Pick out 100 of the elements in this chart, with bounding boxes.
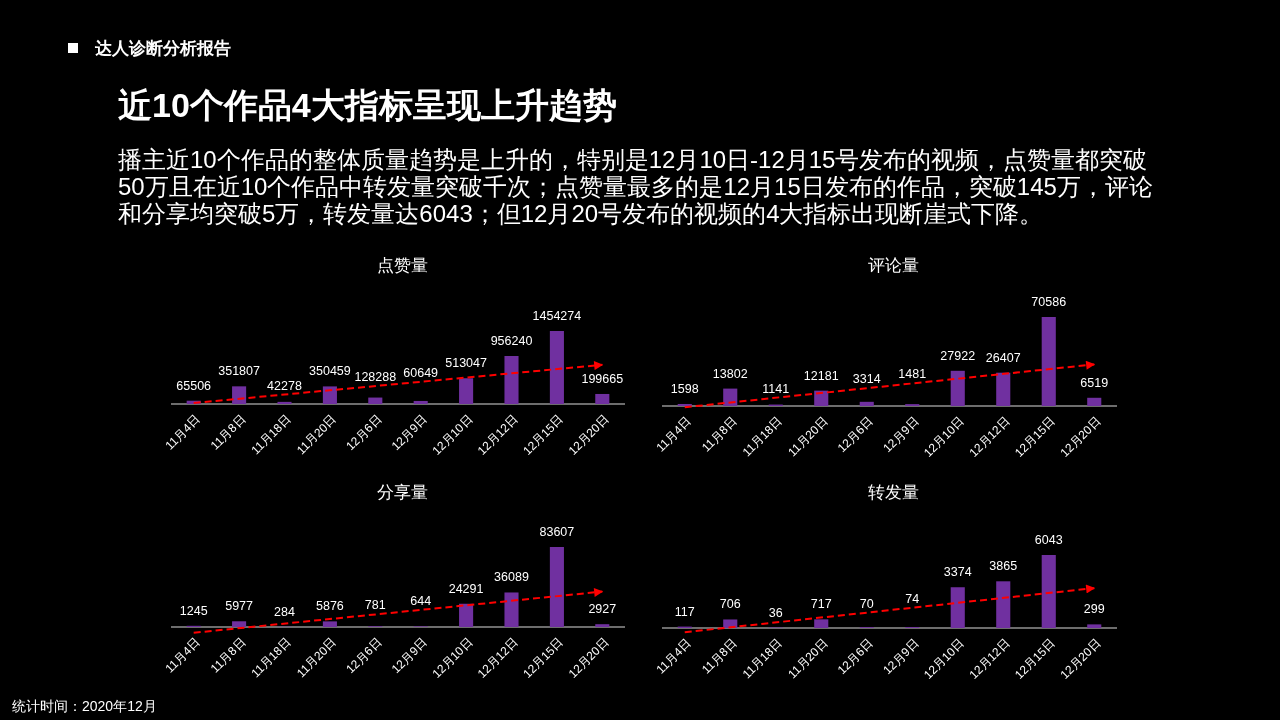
text: 统计时间：2020年12月 (12, 698, 157, 714)
x-tick-label: 11月8日 (207, 635, 249, 676)
data-label: 70586 (1031, 295, 1067, 309)
x-tick-label: 11月8日 (698, 636, 740, 677)
bar (413, 400, 428, 404)
bar (1087, 624, 1102, 628)
data-label: 706 (719, 597, 741, 612)
chart-title: 点赞量 (376, 256, 428, 275)
data-label: 36089 (494, 570, 529, 585)
data-label: 12181 (803, 368, 839, 383)
x-tick-label: 12月20日 (1057, 636, 1104, 682)
data-label: 3374 (943, 565, 972, 580)
chart-title: 分享量 (376, 483, 428, 502)
bar (322, 386, 337, 404)
data-label: 6519 (1080, 375, 1109, 390)
text: 近10个作品4大指标呈现上升趋势 (118, 86, 617, 124)
bar (549, 547, 564, 627)
x-tick-label: 12月9日 (388, 635, 430, 677)
x-tick-label: 12月12日 (474, 412, 521, 458)
data-label: 26407 (985, 350, 1021, 365)
data-label: 1245 (179, 603, 208, 618)
bar (1041, 555, 1056, 628)
data-label: 70 (859, 596, 874, 611)
data-label: 42278 (267, 378, 302, 393)
x-tick-label: 11月4日 (653, 636, 694, 677)
x-tick-label: 12月15日 (520, 635, 566, 681)
x-tick-label: 12月15日 (520, 412, 566, 458)
data-label: 351807 (218, 364, 260, 379)
data-label: 6043 (1034, 533, 1063, 547)
bar (950, 587, 965, 628)
data-label: 717 (810, 597, 832, 612)
bar (996, 581, 1011, 628)
data-label: 74 (905, 591, 920, 606)
x-tick-label: 12月9日 (388, 412, 430, 454)
x-tick-label: 12月12日 (966, 636, 1013, 682)
x-tick-label: 12月20日 (565, 635, 612, 681)
x-tick-label: 12月9日 (880, 636, 922, 678)
bar (723, 388, 738, 406)
bar (459, 603, 474, 627)
bar (368, 397, 383, 404)
data-label: 2927 (588, 602, 617, 617)
data-label: 3314 (852, 372, 881, 387)
data-label: 27922 (940, 348, 976, 363)
chart-title: 评论量 (868, 256, 919, 275)
data-label: 299 (1083, 602, 1105, 617)
data-label: 24291 (448, 581, 484, 596)
x-tick-label: 11月4日 (162, 635, 203, 676)
x-tick-label: 11月4日 (162, 412, 203, 453)
x-tick-label: 12月12日 (474, 635, 521, 681)
x-tick-label: 12月6日 (343, 635, 385, 677)
data-label: 956240 (490, 334, 533, 348)
data-label: 117 (674, 604, 695, 619)
x-tick-label: 12月10日 (921, 414, 967, 460)
x-tick-label: 12月10日 (921, 636, 967, 682)
x-tick-label: 12月15日 (1012, 636, 1058, 682)
bar (814, 619, 829, 628)
x-tick-label: 11月18日 (248, 412, 294, 458)
x-tick-label: 12月15日 (1012, 414, 1058, 460)
data-label: 350459 (309, 364, 351, 379)
bar (232, 386, 247, 404)
x-tick-label: 11月18日 (248, 635, 294, 681)
data-label: 781 (364, 598, 386, 613)
data-label: 5977 (225, 599, 254, 614)
data-label: 644 (410, 593, 432, 608)
x-tick-label: 11月20日 (293, 412, 339, 458)
bar (1041, 317, 1056, 406)
data-label: 199665 (581, 371, 624, 386)
x-tick-label: 11月8日 (207, 412, 249, 453)
data-label: 83607 (539, 525, 575, 539)
data-label: 36 (768, 605, 783, 620)
data-label: 5876 (315, 599, 344, 614)
bar (595, 393, 610, 404)
x-tick-label: 12月10日 (429, 635, 476, 681)
bar (677, 403, 692, 406)
data-label: 1481 (898, 367, 927, 382)
x-tick-label: 12月10日 (429, 412, 476, 458)
bar (1087, 397, 1102, 406)
data-label: 513047 (445, 356, 487, 371)
data-label: 65506 (176, 378, 212, 393)
data-label: 1141 (762, 381, 790, 396)
x-tick-label: 12月20日 (565, 412, 612, 458)
x-tick-label: 12月6日 (834, 636, 876, 678)
x-tick-label: 11月18日 (739, 414, 785, 460)
bar (950, 370, 965, 406)
x-tick-label: 11月20日 (785, 414, 831, 460)
data-label: 284 (274, 604, 295, 619)
x-tick-label: 12月9日 (880, 414, 922, 456)
bar (322, 621, 337, 627)
bar (232, 621, 247, 627)
x-tick-label: 11月18日 (739, 636, 785, 682)
data-label: 13802 (712, 366, 748, 381)
x-tick-label: 12月6日 (834, 414, 876, 456)
data-label: 1598 (670, 381, 699, 396)
text: 达人诊断分析报告 (94, 39, 231, 58)
bar (504, 592, 519, 627)
x-tick-label: 11月20日 (293, 635, 339, 681)
bar (595, 624, 610, 627)
x-tick-label: 11月20日 (785, 636, 831, 682)
bar (859, 401, 874, 406)
x-tick-label: 11月8日 (698, 414, 740, 455)
